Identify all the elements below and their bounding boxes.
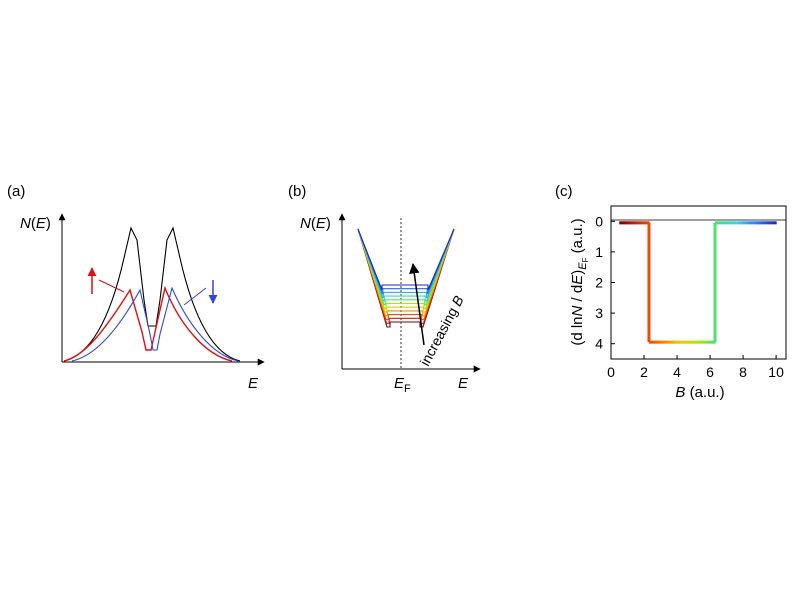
panel-c-x-tick-label: 4 bbox=[673, 364, 681, 380]
panel-a-y-label: N(E) bbox=[20, 215, 51, 232]
panel-a: (a) N(E) E bbox=[7, 183, 265, 392]
panel-a-spin-down-curve bbox=[71, 286, 239, 362]
panel-a-up-leader bbox=[98, 279, 125, 293]
panel-b-x-label: E bbox=[458, 375, 469, 392]
panel-b-curve-b0 bbox=[357, 228, 455, 328]
panel-c-x-tick-label: 8 bbox=[739, 364, 747, 380]
panel-c-frame bbox=[610, 205, 787, 360]
panel-c-x-tick-label: 6 bbox=[706, 364, 714, 380]
panel-b-curve-b5 bbox=[357, 228, 455, 310]
panel-c-y-tick-label: 3 bbox=[595, 305, 603, 321]
panel-b-curve-b3 bbox=[357, 228, 455, 317]
panel-b-curve-b8 bbox=[357, 228, 455, 298]
panel-c-y-tick-label: 0 bbox=[595, 213, 603, 229]
panel-c-y-tick-label: 1 bbox=[595, 244, 603, 260]
panel-b-curve-b9 bbox=[357, 228, 455, 295]
panel-c-y-label: (d lnN / dE)EF (a.u.) bbox=[569, 218, 590, 345]
panel-c: (c) 0 2 4 6 8 10 0 1 2 3 4 B (a.u.) (d lnN / dE)EF… bbox=[555, 183, 787, 401]
panel-b-curve-b1 bbox=[357, 228, 455, 324]
panel-b-curve-b2 bbox=[357, 228, 455, 321]
panel-b-curve-b6 bbox=[357, 228, 455, 306]
panel-b-label: (b) bbox=[288, 183, 306, 200]
panel-c-x-label: B (a.u.) bbox=[675, 384, 724, 401]
panel-b-curve-b10 bbox=[357, 228, 455, 291]
panel-c-y-tick-label: 4 bbox=[595, 336, 603, 352]
panel-a-label: (a) bbox=[7, 183, 25, 200]
panel-c-label: (c) bbox=[555, 183, 573, 200]
panel-b-curve-b7 bbox=[357, 228, 455, 302]
panel-b-increasing-arrow-icon bbox=[409, 262, 425, 346]
panel-c-ticks: 0 2 4 6 8 10 0 1 2 3 4 bbox=[595, 213, 784, 380]
panel-a-down-leader bbox=[183, 287, 207, 306]
panel-c-x-tick-label: 0 bbox=[607, 364, 615, 380]
panel-a-spin-up-curve bbox=[63, 285, 233, 362]
panel-b-curve-b4 bbox=[357, 228, 455, 313]
panel-b: (b) N(E) E EF increasing B bbox=[288, 183, 481, 395]
panel-b-fermi-label: EF bbox=[394, 375, 411, 395]
panel-c-x-tick-label: 2 bbox=[640, 364, 648, 380]
panel-c-y-tick-label: 2 bbox=[595, 275, 603, 291]
panel-b-curves bbox=[357, 228, 455, 328]
panel-a-total-curve bbox=[63, 226, 241, 362]
panel-a-x-label: E bbox=[248, 375, 259, 392]
panel-c-curve bbox=[619, 221, 777, 344]
panel-c-x-tick-label: 10 bbox=[768, 364, 784, 380]
panel-b-y-label: N(E) bbox=[300, 215, 331, 232]
